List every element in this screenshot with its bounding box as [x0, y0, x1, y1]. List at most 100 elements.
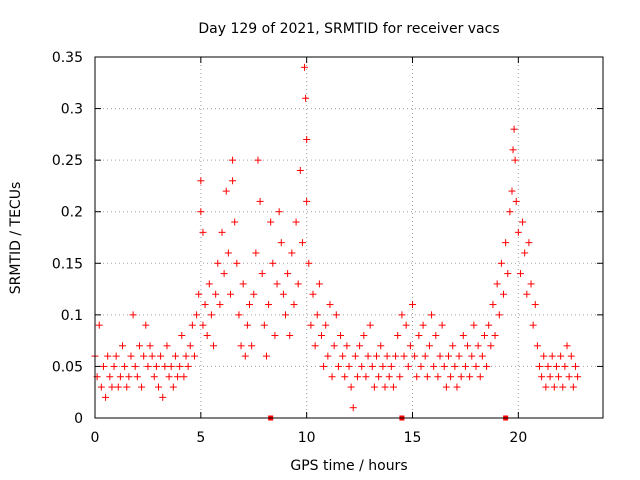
data-point: [375, 373, 383, 381]
data-point: [148, 352, 156, 360]
data-point: [347, 383, 355, 391]
data-point: [131, 362, 139, 370]
data-point: [428, 311, 436, 319]
data-point: [182, 352, 190, 360]
data-point: [468, 352, 476, 360]
data-point: [144, 362, 152, 370]
data-point: [119, 342, 127, 350]
data-point: [502, 239, 510, 247]
data-point: [419, 321, 427, 329]
data-point: [512, 197, 520, 205]
data-point: [97, 383, 105, 391]
data-point: [563, 342, 571, 350]
data-point: [569, 383, 577, 391]
data-point: [457, 373, 465, 381]
data-point: [286, 331, 294, 339]
data-point: [373, 352, 381, 360]
data-point: [571, 362, 579, 370]
data-point: [146, 342, 154, 350]
data-points: [91, 63, 582, 412]
data-point: [370, 383, 378, 391]
data-point: [487, 342, 495, 350]
data-point: [550, 383, 558, 391]
data-point: [552, 362, 560, 370]
data-point: [511, 156, 519, 164]
data-point: [114, 383, 122, 391]
x-tick-label: 15: [404, 430, 422, 446]
data-point: [152, 362, 160, 370]
data-point: [449, 342, 457, 350]
data-point: [339, 352, 347, 360]
data-point: [307, 321, 315, 329]
data-point: [169, 383, 177, 391]
data-point: [491, 331, 499, 339]
data-point: [442, 383, 450, 391]
data-point: [341, 373, 349, 381]
data-point: [330, 342, 338, 350]
data-point: [150, 373, 158, 381]
data-point: [99, 362, 107, 370]
data-point: [214, 259, 222, 267]
y-tick-label: 0.05: [52, 359, 83, 375]
data-point: [459, 331, 467, 339]
data-point: [538, 373, 546, 381]
data-point: [509, 146, 517, 154]
data-point: [394, 331, 402, 339]
data-point: [516, 270, 524, 278]
y-axis-label: SRMTID / TECUs: [8, 182, 24, 295]
data-point: [106, 373, 114, 381]
data-point: [239, 280, 247, 288]
data-point: [366, 321, 374, 329]
data-point: [519, 218, 527, 226]
data-point: [345, 362, 353, 370]
data-point: [400, 352, 408, 360]
data-point: [207, 311, 215, 319]
data-point: [123, 383, 131, 391]
data-point: [413, 373, 421, 381]
data-point: [241, 352, 249, 360]
data-point: [262, 352, 270, 360]
data-point: [269, 259, 277, 267]
data-point: [284, 270, 292, 278]
data-point: [555, 373, 563, 381]
data-point: [197, 208, 205, 216]
data-point: [125, 373, 133, 381]
data-point: [368, 362, 376, 370]
data-point: [392, 352, 400, 360]
y-tick-label: 0.3: [61, 102, 83, 118]
data-point: [396, 373, 404, 381]
data-point: [438, 321, 446, 329]
data-point: [377, 342, 385, 350]
data-point: [222, 187, 230, 195]
data-point: [364, 352, 372, 360]
data-point: [212, 290, 220, 298]
data-point: [260, 321, 268, 329]
data-point: [328, 373, 336, 381]
data-point: [436, 352, 444, 360]
data-point: [559, 383, 567, 391]
data-point: [116, 373, 124, 381]
data-point: [229, 177, 237, 185]
data-point: [142, 321, 150, 329]
chart-title: Day 129 of 2021, SRMTID for receiver vac…: [198, 21, 499, 37]
data-point: [536, 362, 543, 370]
data-point: [461, 362, 469, 370]
data-point: [387, 362, 395, 370]
data-point: [273, 280, 281, 288]
data-point: [224, 249, 232, 257]
data-point: [188, 321, 196, 329]
data-point: [546, 373, 554, 381]
data-point: [303, 136, 311, 144]
data-point: [231, 218, 239, 226]
data-point: [544, 362, 552, 370]
data-point: [421, 352, 429, 360]
data-point: [430, 362, 438, 370]
y-tick-label: 0.1: [61, 308, 83, 324]
data-point: [201, 301, 209, 309]
data-point: [508, 187, 516, 195]
data-point: [265, 301, 273, 309]
x-tick-label: 0: [91, 430, 100, 446]
data-point: [220, 270, 228, 278]
data-point: [250, 290, 258, 298]
data-point: [180, 373, 188, 381]
